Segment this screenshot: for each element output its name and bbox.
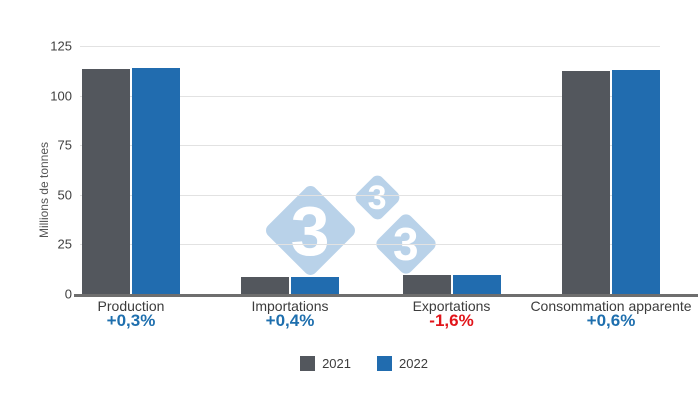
change-label: +0,3%	[106, 311, 156, 330]
category-label: Consommation apparente	[530, 298, 692, 314]
legend-swatch-2022	[377, 356, 392, 371]
y-tick-label: 125	[50, 38, 72, 54]
change-label: +0,4%	[265, 311, 315, 330]
gridline	[80, 46, 660, 47]
logo-diamond: 3	[262, 182, 358, 278]
category-label: Importations	[251, 298, 329, 314]
y-tick-label: 50	[57, 187, 72, 203]
bar-2022	[291, 277, 339, 294]
logo-digit: 3	[290, 191, 330, 269]
bar-2021	[402, 275, 451, 294]
y-tick-label: 100	[50, 88, 72, 104]
legend-swatch-2021	[300, 356, 316, 371]
legend-item-2021: 2021	[300, 356, 351, 371]
logo-digit: 3	[367, 177, 387, 216]
gridline	[80, 95, 660, 97]
gridline	[80, 194, 660, 196]
y-tick-label: 25	[57, 236, 72, 252]
bar-2021	[82, 69, 130, 294]
y-tick-label: 0	[64, 286, 72, 302]
legend-label-2022: 2022	[399, 356, 428, 371]
x-axis-line	[74, 294, 698, 297]
y-tick-label: 75	[57, 137, 72, 153]
category-label: Exportations	[412, 298, 491, 314]
category-label: Production	[97, 298, 165, 314]
gridline	[80, 244, 660, 246]
legend: 2021 2022	[14, 356, 700, 371]
logo-diamond: 3	[352, 172, 402, 222]
bar-2021	[562, 70, 610, 294]
bar-2022	[452, 275, 501, 294]
gridline	[80, 145, 660, 147]
legend-label-2021: 2021	[322, 356, 351, 371]
bar-2021	[241, 277, 289, 294]
legend-item-2022: 2022	[377, 356, 428, 371]
bar-2022	[612, 69, 660, 294]
change-label: -1,6%	[429, 311, 474, 330]
bar-2022	[132, 68, 180, 294]
change-label: +0,6%	[586, 311, 636, 330]
